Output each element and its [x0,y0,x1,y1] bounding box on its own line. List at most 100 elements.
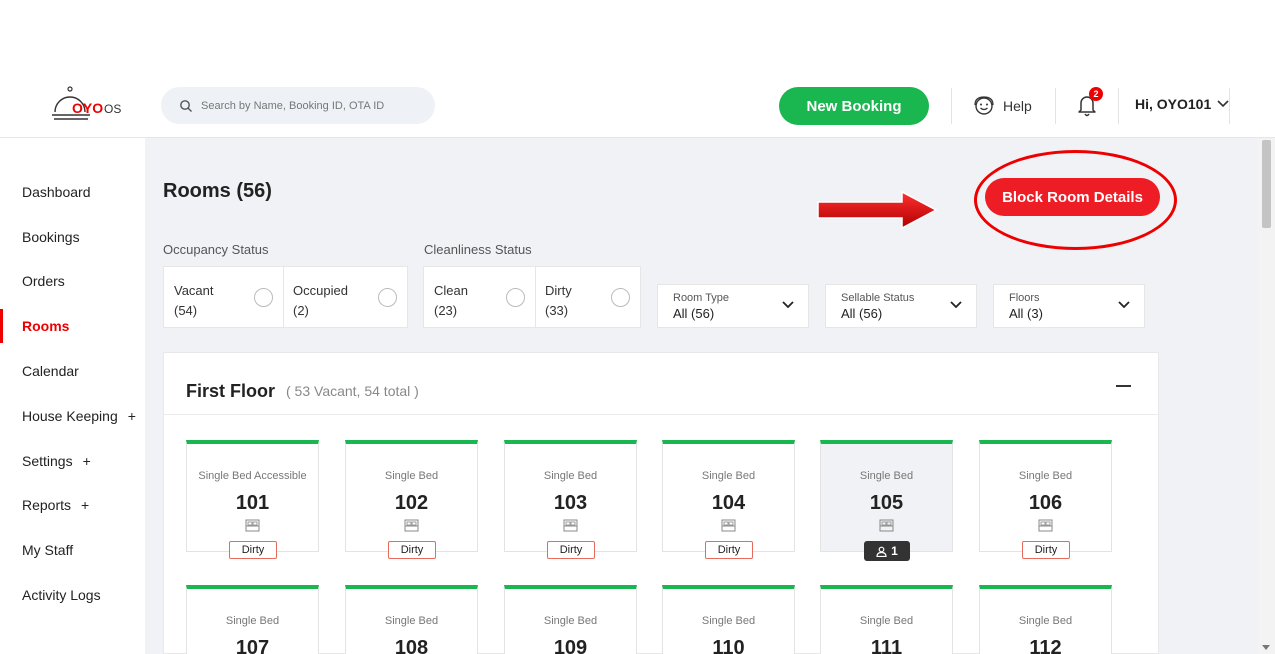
room-status-badge: Dirty [705,541,753,559]
room-type: Single Bed [384,615,439,627]
sidebar-item-label: Dashboard [22,184,91,200]
sidebar-item-calendar[interactable]: Calendar [0,354,145,388]
occupant-count: 1 [891,544,898,558]
room-card[interactable]: Single Bed 108 [345,585,478,654]
sidebar-item-dashboard[interactable]: Dashboard [0,175,145,209]
radio-button[interactable] [254,288,273,307]
room-number: 108 [394,637,429,654]
room-type: Single Bed [701,615,756,627]
room-status-badge: Dirty [229,541,277,559]
sidebar-item-settings[interactable]: Settings + [0,444,145,478]
room-card[interactable]: Single Bed 102 Dirty [345,440,478,559]
occupancy-status-label: Occupancy Status [163,242,269,257]
search-input[interactable] [201,95,426,117]
vertical-scrollbar[interactable] [1258,138,1275,654]
room-type-dropdown[interactable]: Room Type All (56) [657,284,809,328]
header-divider [1055,88,1056,124]
help-label: Help [1003,98,1032,114]
room-type: Single Bed [543,470,598,482]
option-count: (2) [293,303,309,318]
chevron-down-icon [1217,100,1229,108]
room-type: Single Bed [225,615,280,627]
divider [535,267,536,327]
bed-icon [563,519,578,532]
room-type: Single Bed [1018,470,1073,482]
block-room-details-button[interactable]: Block Room Details [985,178,1160,216]
occupancy-vacant-option[interactable]: Vacant (54) [164,267,283,327]
sidebar-item-label: Orders [22,273,65,289]
chevron-down-icon [782,301,794,309]
scroll-down-arrow-icon[interactable] [1262,645,1270,650]
room-card[interactable]: Single Bed 104 Dirty [662,440,795,559]
top-header: OYO OS New Booking Help [0,74,1275,138]
room-number: 101 [235,492,270,514]
dropdown-label: Sellable Status [841,292,915,304]
radio-button[interactable] [506,288,525,307]
dropdown-label: Floors [1009,292,1040,304]
room-card[interactable]: Single Bed 111 [820,585,953,654]
header-divider [951,88,952,124]
option-count: (33) [545,303,569,318]
room-status-badge: Dirty [388,541,436,559]
oyo-os-logo[interactable]: OYO OS [50,86,130,126]
room-number: 112 [1029,637,1062,654]
cloche-icon [52,86,90,120]
floors-dropdown[interactable]: Floors All (3) [993,284,1145,328]
help-link[interactable]: Help [973,94,1032,118]
search-icon [180,100,192,112]
sidebar-item-label: House Keeping [22,408,118,424]
room-card[interactable]: Single Bed Accessible 101 Dirty [186,440,319,559]
room-type: Single Bed Accessible [198,470,307,482]
room-card[interactable]: Single Bed 112 [979,585,1112,654]
user-menu[interactable]: Hi, OYO101 [1135,96,1229,112]
sidebar-item-orders[interactable]: Orders [0,264,145,298]
occupant-count-badge: 1 [864,541,910,561]
cleanliness-clean-option[interactable]: Clean (23) [424,267,535,327]
annotation-arrow-icon [817,190,938,230]
expand-plus-icon: + [127,408,136,424]
sidebar-item-house-keeping[interactable]: House Keeping + [0,399,145,433]
room-number: 106 [1028,492,1063,514]
header-divider [1118,88,1119,124]
sidebar-item-bookings[interactable]: Bookings [0,220,145,254]
sidebar-item-label: Activity Logs [22,587,101,603]
room-card[interactable]: Single Bed 105 1 [820,440,953,561]
room-card[interactable]: Single Bed 110 [662,585,795,654]
cleanliness-dirty-option[interactable]: Dirty (33) [535,267,640,327]
room-card[interactable]: Single Bed 106 Dirty [979,440,1112,559]
room-type: Single Bed [1018,615,1073,627]
room-number: 103 [553,492,588,514]
logo-suffix: OS [104,102,122,116]
sidebar-item-rooms[interactable]: Rooms [0,309,145,343]
sidebar-item-activity-logs[interactable]: Activity Logs [0,578,145,612]
room-card[interactable]: Single Bed 107 [186,585,319,654]
sidebar-item-reports[interactable]: Reports + [0,488,145,522]
room-type: Single Bed [543,615,598,627]
sidebar-item-label: Reports [22,497,72,513]
room-type: Single Bed [859,470,914,482]
occupancy-occupied-option[interactable]: Occupied (2) [283,267,407,327]
bed-icon [1038,519,1053,532]
sellable-status-dropdown[interactable]: Sellable Status All (56) [825,284,977,328]
option-name: Dirty [545,283,572,298]
new-booking-button[interactable]: New Booking [779,87,929,125]
logo-text: OYO [72,100,104,116]
room-type: Single Bed [859,615,914,627]
help-face-icon [974,96,994,115]
option-count: (23) [434,303,458,318]
room-number: 105 [869,492,904,514]
sidebar-item-label: Calendar [22,363,79,379]
sidebar: Dashboard Bookings Orders Rooms Calendar… [0,138,145,654]
expand-plus-icon: + [82,453,91,469]
collapse-minus-icon[interactable] [1116,385,1131,387]
radio-button[interactable] [611,288,630,307]
room-card[interactable]: Single Bed 109 [504,585,637,654]
floor-header[interactable]: First Floor ( 53 Vacant, 54 total ) [164,353,1158,415]
search-bar[interactable] [161,87,435,124]
sidebar-item-my-staff[interactable]: My Staff [0,533,145,567]
cleanliness-status-label: Cleanliness Status [424,242,532,257]
room-card[interactable]: Single Bed 103 Dirty [504,440,637,559]
radio-button[interactable] [378,288,397,307]
dropdown-value: All (56) [673,306,715,321]
scrollbar-thumb[interactable] [1262,140,1271,228]
